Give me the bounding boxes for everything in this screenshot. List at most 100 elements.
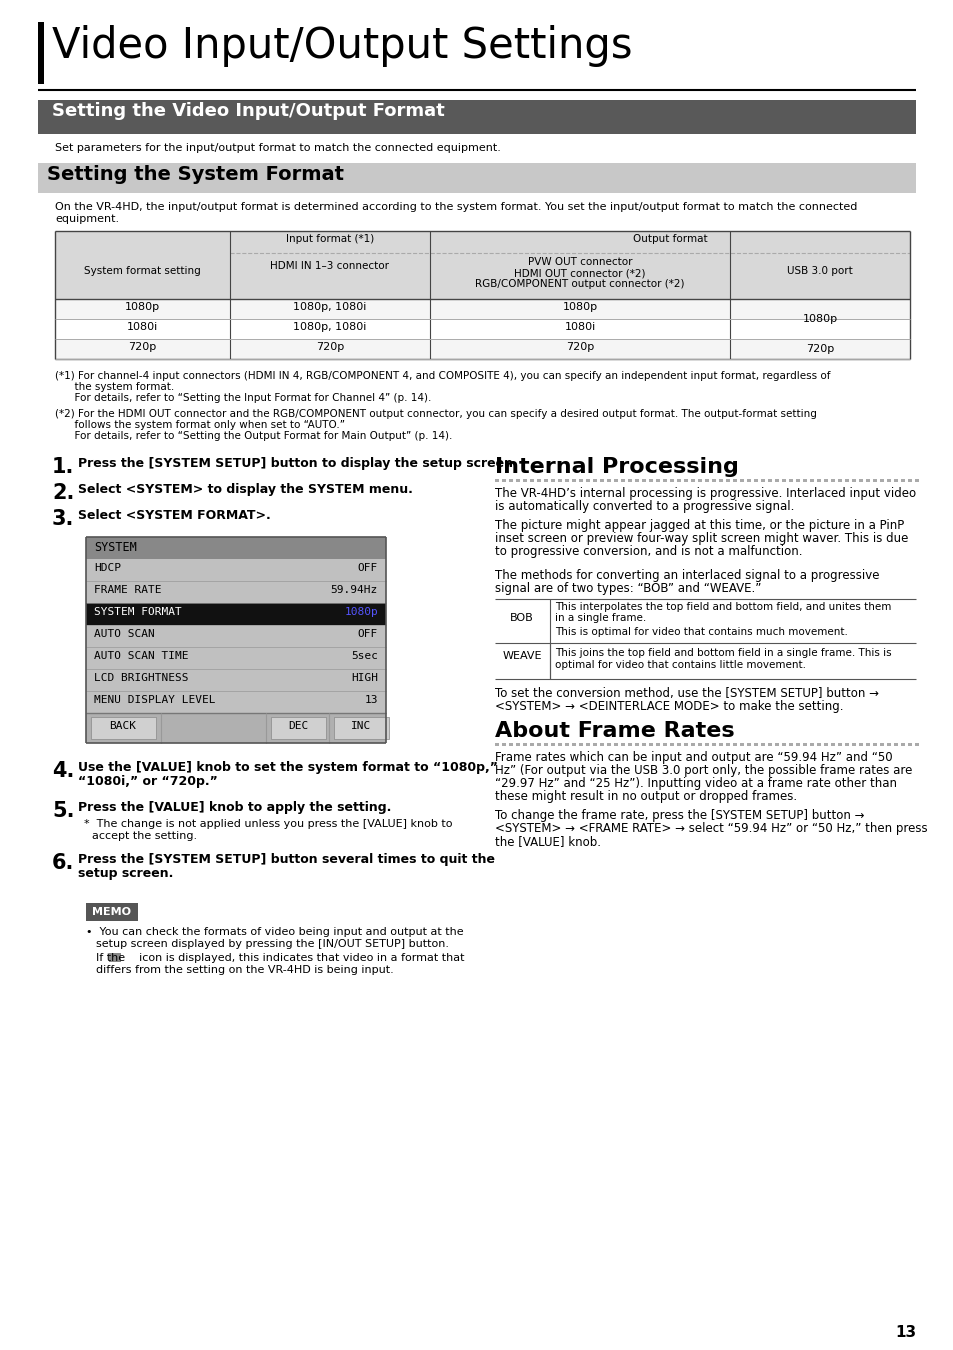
Text: 5.: 5.	[52, 801, 74, 821]
Text: equipment.: equipment.	[55, 215, 119, 224]
Text: 720p: 720p	[565, 342, 594, 352]
Text: 720p: 720p	[805, 344, 833, 354]
Bar	[872, 479, 876, 482]
Bar	[719, 743, 722, 747]
Bar	[879, 743, 883, 747]
Bar	[606, 743, 610, 747]
Bar	[564, 743, 568, 747]
Text: Input format (*1): Input format (*1)	[286, 234, 374, 244]
Bar	[711, 743, 716, 747]
Bar	[86, 625, 386, 647]
Bar	[677, 479, 680, 482]
Bar	[719, 479, 722, 482]
Text: 2.: 2.	[52, 483, 74, 504]
Text: LCD BRIGHTNESS: LCD BRIGHTNESS	[94, 674, 189, 683]
Bar	[614, 743, 618, 747]
Bar	[677, 743, 680, 747]
Text: RGB/COMPONENT output connector (*2): RGB/COMPONENT output connector (*2)	[475, 279, 684, 289]
Bar	[781, 479, 785, 482]
Bar	[641, 479, 645, 482]
Bar	[907, 479, 911, 482]
Bar	[872, 743, 876, 747]
Bar	[38, 100, 915, 134]
Bar	[669, 479, 673, 482]
Bar	[823, 479, 827, 482]
Bar	[55, 231, 909, 298]
Bar	[900, 743, 904, 747]
Bar	[788, 743, 792, 747]
Bar	[86, 670, 386, 691]
Bar	[753, 479, 758, 482]
Text: FRAME RATE: FRAME RATE	[94, 585, 161, 595]
Text: in a single frame.: in a single frame.	[555, 613, 645, 622]
Bar	[809, 479, 813, 482]
Text: setup screen.: setup screen.	[78, 867, 173, 880]
Bar	[620, 479, 624, 482]
Text: Hz” (For output via the USB 3.0 port only, the possible frame rates are: Hz” (For output via the USB 3.0 port onl…	[495, 764, 911, 778]
Text: To change the frame rate, press the [SYSTEM SETUP] button →: To change the frame rate, press the [SYS…	[495, 809, 863, 822]
Bar	[830, 479, 834, 482]
Text: accept the setting.: accept the setting.	[91, 832, 197, 841]
Text: On the VR-4HD, the input/output format is determined according to the system for: On the VR-4HD, the input/output format i…	[55, 202, 857, 212]
Text: This joins the top field and bottom field in a single frame. This is: This joins the top field and bottom fiel…	[555, 648, 891, 657]
Bar	[56, 298, 908, 319]
Text: to progressive conversion, and is not a malfunction.: to progressive conversion, and is not a …	[495, 545, 801, 558]
Bar	[732, 479, 737, 482]
Bar	[86, 713, 386, 743]
Bar	[837, 743, 841, 747]
Text: <SYSTEM> → <FRAME RATE> → select “59.94 Hz” or “50 Hz,” then press: <SYSTEM> → <FRAME RATE> → select “59.94 …	[495, 822, 926, 836]
Bar	[746, 743, 750, 747]
Bar	[516, 479, 519, 482]
Text: “29.97 Hz” and “25 Hz”). Inputting video at a frame rate other than: “29.97 Hz” and “25 Hz”). Inputting video…	[495, 778, 896, 790]
Bar	[683, 743, 687, 747]
Bar	[746, 479, 750, 482]
Text: MENU DISPLAY LEVEL: MENU DISPLAY LEVEL	[94, 695, 215, 705]
Text: If the    icon is displayed, this indicates that video in a format that: If the icon is displayed, this indicates…	[96, 953, 464, 963]
Bar	[753, 743, 758, 747]
Bar	[593, 479, 597, 482]
Bar	[886, 479, 890, 482]
Bar	[641, 743, 645, 747]
Bar	[543, 479, 547, 482]
Bar	[851, 743, 855, 747]
Text: For details, refer to “Setting the Output Format for Main Output” (p. 14).: For details, refer to “Setting the Outpu…	[55, 431, 452, 441]
Bar	[830, 743, 834, 747]
Bar	[109, 953, 121, 963]
Bar	[698, 479, 701, 482]
Bar	[334, 717, 389, 738]
Bar	[56, 339, 908, 359]
Bar	[86, 580, 386, 603]
Bar	[537, 479, 540, 482]
Text: is automatically converted to a progressive signal.: is automatically converted to a progress…	[495, 500, 794, 513]
Text: signal are of two types: “BOB” and “WEAVE.”: signal are of two types: “BOB” and “WEAV…	[495, 582, 760, 595]
Bar	[530, 743, 534, 747]
Bar	[648, 479, 652, 482]
Text: This is optimal for video that contains much movement.: This is optimal for video that contains …	[555, 626, 847, 637]
Text: Press the [SYSTEM SETUP] button to display the setup screen.: Press the [SYSTEM SETUP] button to displ…	[78, 458, 517, 470]
Text: 1080p: 1080p	[125, 302, 160, 312]
Bar	[816, 743, 821, 747]
Bar	[774, 743, 779, 747]
Bar	[669, 743, 673, 747]
Bar	[86, 691, 386, 713]
Text: WEAVE: WEAVE	[501, 651, 541, 661]
Bar	[86, 537, 386, 743]
Text: Press the [VALUE] knob to apply the setting.: Press the [VALUE] knob to apply the sett…	[78, 801, 391, 814]
Bar	[879, 479, 883, 482]
Bar	[725, 743, 729, 747]
Text: these might result in no output or dropped frames.: these might result in no output or dropp…	[495, 790, 797, 803]
Text: Video Input/Output Settings: Video Input/Output Settings	[52, 26, 632, 68]
Bar	[760, 743, 764, 747]
Bar	[662, 479, 666, 482]
Bar	[585, 743, 589, 747]
Text: “1080i,” or “720p.”: “1080i,” or “720p.”	[78, 775, 217, 788]
Bar	[809, 743, 813, 747]
Text: 5sec: 5sec	[351, 651, 377, 661]
Text: This interpolates the top field and bottom field, and unites them: This interpolates the top field and bott…	[555, 602, 890, 612]
Bar	[844, 479, 848, 482]
Text: Use the [VALUE] knob to set the system format to “1080p,”: Use the [VALUE] knob to set the system f…	[78, 761, 497, 774]
Bar	[501, 743, 505, 747]
Bar	[627, 743, 631, 747]
Text: 1080p, 1080i: 1080p, 1080i	[293, 323, 366, 332]
Bar	[558, 479, 561, 482]
